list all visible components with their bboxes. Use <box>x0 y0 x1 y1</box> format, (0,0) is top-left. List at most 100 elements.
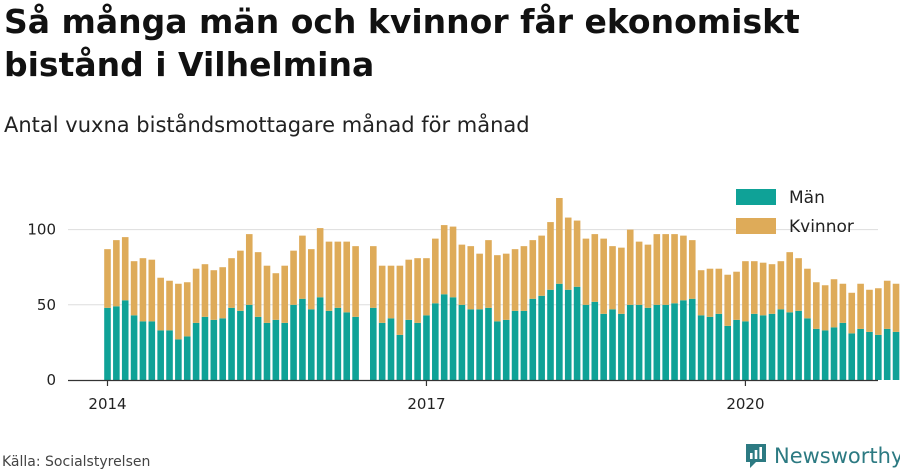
bar-men <box>680 300 687 380</box>
bar-women <box>245 234 253 305</box>
bar-women <box>662 234 669 305</box>
bar-men <box>432 303 439 380</box>
bar-women <box>564 217 572 290</box>
y-tick-label: 0 <box>46 371 56 389</box>
legend-swatch-men <box>736 189 776 205</box>
bar-women <box>458 244 466 305</box>
bar-men <box>467 309 475 380</box>
bar-women <box>538 235 545 296</box>
bar-women <box>520 246 528 311</box>
bar-women <box>228 258 235 308</box>
bar-women <box>839 283 847 323</box>
bar-men <box>750 313 758 380</box>
bar-men <box>183 336 191 380</box>
bar-women <box>139 258 147 322</box>
bar-men <box>786 312 794 380</box>
bar-men <box>387 318 395 380</box>
bar-men <box>175 339 182 380</box>
bar-women <box>759 262 767 316</box>
bar-men <box>715 313 723 380</box>
series-men-bars <box>104 283 900 380</box>
bar-men <box>245 304 253 380</box>
newsworthy-logo: Newsworthy <box>744 441 900 471</box>
bar-women <box>370 246 377 308</box>
bar-men <box>130 315 138 380</box>
bar-women <box>494 255 501 322</box>
bar-men <box>573 286 581 380</box>
bar-men <box>857 328 864 380</box>
bar-women <box>175 283 182 340</box>
bar-women <box>866 289 873 332</box>
bar-women <box>644 244 652 308</box>
x-tick-label: 2014 <box>88 395 126 413</box>
bar-men <box>316 297 324 380</box>
bar-men <box>547 289 554 380</box>
bar-men <box>104 307 111 380</box>
bar-men <box>609 309 616 380</box>
legend-label-women: Kvinnor <box>789 217 854 237</box>
source-note: Källa: Socialstyrelsen <box>2 454 151 470</box>
bar-men <box>476 309 483 380</box>
bar-women <box>582 238 590 305</box>
bar-men <box>405 319 413 380</box>
bar-men <box>618 313 625 380</box>
bar-men <box>813 328 820 380</box>
bar-women <box>821 285 829 331</box>
bar-men <box>892 331 900 380</box>
bar-women <box>166 280 173 331</box>
bar-women <box>130 261 138 316</box>
bar-men <box>352 316 359 380</box>
bar-women <box>387 265 395 319</box>
bar-men <box>307 309 315 380</box>
bar-men <box>157 330 164 380</box>
bar-women <box>157 277 164 331</box>
bar-women <box>733 271 740 320</box>
bar-men <box>529 298 537 380</box>
bar-men <box>866 331 873 380</box>
bar-men <box>201 316 209 380</box>
bar-women <box>848 292 856 334</box>
bar-men <box>440 294 448 380</box>
bar-women <box>467 246 475 310</box>
bar-men <box>742 321 749 380</box>
bar-women <box>201 264 209 317</box>
bar-men <box>635 304 643 380</box>
bar-women <box>192 268 200 323</box>
bar-women <box>653 234 661 305</box>
bar-women <box>600 238 607 314</box>
bar-men <box>113 306 120 380</box>
bar-men <box>502 319 510 380</box>
bar-men <box>520 310 528 380</box>
bar-women <box>396 265 404 335</box>
bar-men <box>662 304 669 380</box>
bar-women <box>307 249 315 310</box>
bar-men <box>653 304 661 380</box>
bar-men <box>875 334 882 380</box>
bar-men <box>334 307 342 380</box>
bar-women <box>573 220 581 287</box>
bar-men <box>494 321 501 380</box>
bar-men <box>449 297 457 380</box>
legend: Män Kvinnor <box>736 188 854 237</box>
bar-men <box>697 315 705 380</box>
bar-women <box>432 238 439 304</box>
bar-men <box>485 307 492 380</box>
logo-text: Newsworthy <box>774 444 900 468</box>
bar-men <box>511 310 519 380</box>
bar-women <box>742 261 749 322</box>
bar-men <box>839 322 847 380</box>
bar-women <box>795 258 802 311</box>
bar-women <box>804 268 811 319</box>
bar-women <box>635 241 643 305</box>
bar-men <box>423 315 430 380</box>
legend-label-men: Män <box>789 188 825 208</box>
bar-men <box>290 304 297 380</box>
bar-men <box>237 310 244 380</box>
bar-women <box>724 274 731 326</box>
bar-men <box>299 298 306 380</box>
bar-men <box>564 289 572 380</box>
bar-men <box>883 328 891 380</box>
bar-women <box>786 252 794 313</box>
bar-women <box>104 249 111 308</box>
